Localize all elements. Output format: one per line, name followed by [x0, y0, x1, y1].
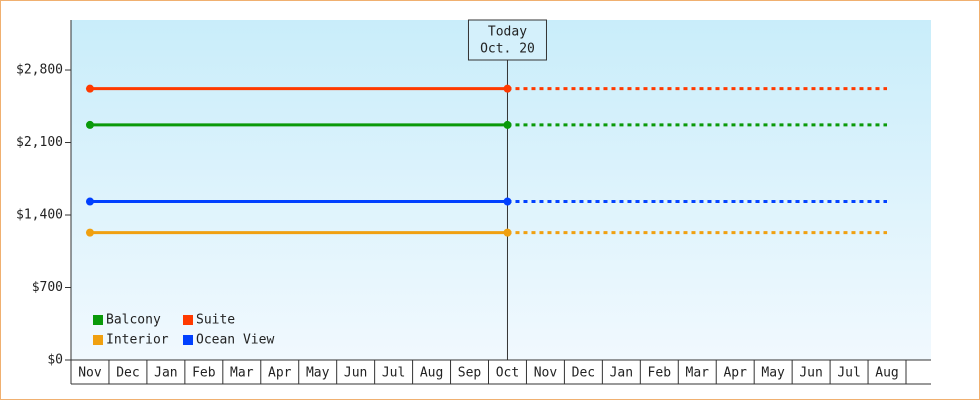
point	[503, 228, 512, 237]
point	[85, 120, 94, 129]
today-box	[467, 19, 547, 61]
x-tick-label: Jun	[799, 366, 822, 381]
x-tick-label: Feb	[648, 366, 672, 381]
x-tick-label: Mar	[686, 366, 710, 381]
x-tick-label: Nov	[78, 366, 102, 381]
x-tick-label: Jan	[610, 366, 633, 381]
x-tick-label: Nov	[534, 366, 558, 381]
point	[503, 120, 512, 129]
point	[85, 197, 94, 206]
legend-swatch	[183, 335, 193, 345]
x-tick-label: Feb	[192, 366, 216, 381]
x-tick-label: Mar	[230, 366, 254, 381]
x-tick-label: Apr	[723, 366, 747, 381]
x-tick-label: Aug	[875, 366, 898, 381]
legend-swatch	[93, 335, 103, 345]
y-tick-label: $2,100	[16, 135, 63, 150]
legend-label: Ocean View	[196, 333, 274, 348]
x-tick-label: Jul	[382, 366, 405, 381]
x-tick-label: May	[761, 366, 785, 381]
point	[85, 84, 94, 93]
point	[503, 197, 512, 206]
legend-swatch	[93, 315, 103, 325]
x-tick-label: Dec	[572, 366, 595, 381]
point	[503, 84, 512, 93]
point	[85, 228, 94, 237]
y-tick-label: $700	[32, 280, 63, 295]
today-date: Oct. 20	[480, 42, 535, 57]
legend-swatch	[183, 315, 193, 325]
y-tick-label: $0	[47, 353, 63, 368]
legend-label: Suite	[196, 313, 235, 328]
x-tick-label: Aug	[420, 366, 443, 381]
x-tick-label: May	[306, 366, 330, 381]
x-tick-label: Jun	[344, 366, 367, 381]
y-tick-label: $1,400	[16, 208, 63, 223]
plot-area	[71, 20, 931, 360]
x-tick-label: Sep	[458, 366, 482, 381]
y-tick-label: $2,800	[16, 63, 63, 78]
legend-label: Balcony	[106, 313, 161, 328]
x-tick-label: Oct	[496, 366, 519, 381]
x-tick-label: Dec	[116, 366, 139, 381]
legend-label: Interior	[106, 333, 169, 348]
x-tick-label: Jul	[837, 366, 860, 381]
x-tick-label: Jan	[154, 366, 177, 381]
x-tick-label: Apr	[268, 366, 292, 381]
today-label: Today	[488, 25, 527, 40]
